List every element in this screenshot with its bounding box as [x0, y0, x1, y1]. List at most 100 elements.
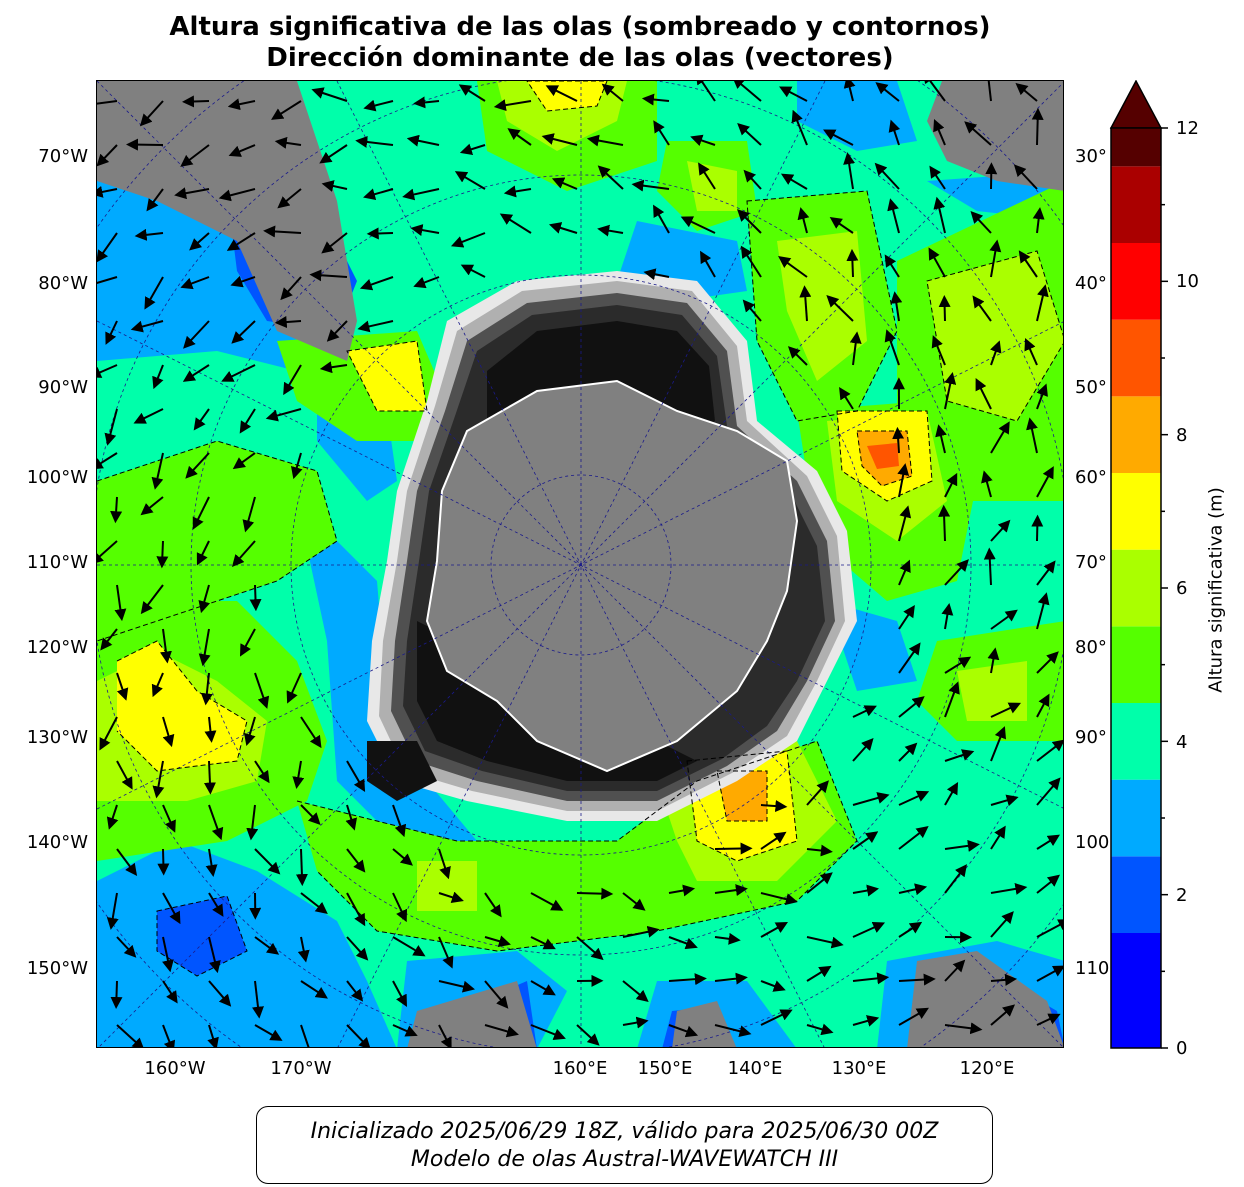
wave-vector-arrow	[392, 980, 407, 1008]
wave-vector-arrow	[695, 81, 716, 102]
wave-vector-arrow	[130, 320, 164, 333]
wave-vector-arrow	[530, 936, 556, 950]
lon-label-right: 50°	[1075, 377, 1107, 398]
colorbar-tick-label: 0	[1176, 1038, 1188, 1059]
colorbar-segment	[1111, 856, 1161, 933]
wave-vector-arrow	[990, 421, 1010, 454]
wave-vector-arrow	[392, 848, 413, 866]
wave-vector-arrow	[97, 100, 118, 105]
wave-vector-arrow	[990, 726, 1007, 762]
wave-vector-arrow	[576, 936, 604, 961]
wave-vector-arrow	[319, 144, 348, 164]
wave-vector-arrow	[1036, 965, 1063, 982]
wave-vector-arrow	[622, 1016, 649, 1029]
wave-vector-arrow	[185, 452, 210, 479]
wave-vector-arrow	[274, 316, 302, 329]
wave-vector-arrow	[1036, 560, 1056, 586]
wave-vector-arrow	[493, 99, 532, 112]
lon-label-right: 80°	[1075, 637, 1107, 658]
wave-vector-arrow	[989, 239, 1002, 278]
wave-vector-arrow	[200, 672, 213, 706]
wave-vector-arrow	[1036, 834, 1060, 850]
lon-label-bottom: 170°W	[270, 1058, 332, 1079]
colorbar-segment	[1111, 933, 1161, 1048]
wave-vector-arrow	[295, 848, 308, 887]
wave-vector-arrow	[791, 109, 808, 146]
wave-vector-arrow	[402, 188, 440, 201]
wave-vector-arrow	[208, 936, 221, 974]
wave-vector-arrow	[244, 716, 256, 747]
wave-vector-arrow	[806, 844, 833, 857]
wave-vector-arrow	[898, 883, 928, 896]
wave-vector-arrow	[933, 196, 946, 234]
wave-vector-arrow	[622, 892, 646, 911]
wave-vector-arrow	[162, 716, 175, 748]
wave-vector-arrow	[799, 285, 812, 322]
wave-vector-arrow	[484, 892, 502, 918]
wave-vector-arrow	[346, 892, 366, 927]
colorbar-tick-label: 2	[1176, 885, 1188, 906]
wave-vector-arrow	[983, 547, 996, 586]
wave-vector-arrow	[944, 681, 960, 718]
map-canvas	[97, 81, 1063, 1047]
wave-vector-arrow	[1031, 514, 1044, 542]
wave-vector-arrow	[641, 93, 670, 106]
wave-vector-arrow	[321, 232, 348, 254]
wave-vector-arrow	[133, 408, 164, 424]
colorbar-segment	[1111, 626, 1161, 703]
wave-vector-arrow	[1031, 107, 1044, 146]
wave-vector-arrow	[714, 1024, 752, 1038]
wave-vector-arrow	[964, 121, 992, 146]
wave-vector-arrow	[843, 81, 856, 102]
wave-vector-arrow	[116, 672, 129, 701]
wave-vector-arrow	[392, 892, 408, 923]
wave-vector-arrow	[898, 973, 936, 986]
wave-vector-arrow	[852, 738, 874, 762]
wave-vector-arrow	[944, 472, 958, 498]
wave-vector-arrow	[944, 656, 972, 674]
wave-vector-arrow	[780, 173, 808, 190]
wave-vector-arrow	[232, 452, 256, 470]
wave-vector-arrow	[254, 848, 281, 875]
wave-vector-arrow	[643, 268, 670, 281]
wave-vector-arrow	[116, 1024, 145, 1047]
wave-vector-arrow	[355, 135, 394, 148]
wave-vector-arrow	[826, 295, 854, 322]
wave-vector-arrow	[852, 705, 877, 718]
wave-vector-arrow	[690, 134, 716, 147]
wave-vector-arrow	[884, 254, 900, 278]
wave-vector-arrow	[1024, 338, 1038, 366]
colorbar-segment	[1111, 166, 1161, 243]
wave-vector-arrow	[938, 295, 951, 322]
wave-vector-arrow	[933, 119, 946, 146]
wave-vector-arrow	[484, 1024, 519, 1038]
wave-vector-arrow	[898, 825, 929, 850]
wave-vector-arrow	[97, 452, 118, 470]
wave-vector-arrow	[1036, 777, 1061, 806]
chart-title-line-2: Dirección dominante de las olas (vectore…	[266, 43, 894, 73]
wave-vector-arrow	[254, 760, 270, 784]
run-info-line-2: Modelo de olas Austral-WAVEWATCH III	[410, 1147, 839, 1172]
colorbar-tick-label: 8	[1176, 425, 1188, 446]
wave-vector-arrow	[852, 972, 890, 985]
wave-vector-arrow	[346, 848, 366, 873]
wave-vector-arrow	[438, 848, 451, 880]
wave-height-contours	[97, 81, 1063, 977]
wave-vector-arrow	[363, 99, 394, 112]
wave-vector-arrow	[438, 980, 475, 993]
wave-vector-arrow	[249, 584, 262, 612]
wave-vector-arrow	[208, 980, 232, 1007]
wave-vector-arrow	[1032, 207, 1045, 234]
wave-vector-arrow	[929, 165, 946, 190]
wave-vector-arrow	[162, 1024, 176, 1047]
wave-vector-arrow	[189, 232, 210, 251]
wave-vector-arrow	[806, 780, 829, 806]
wave-vector-arrow	[970, 210, 992, 234]
lon-label-right: 30°	[1075, 146, 1107, 167]
wave-vector-arrow	[180, 144, 210, 167]
wave-vector-arrow	[265, 408, 302, 422]
wave-vector-arrow	[760, 831, 787, 850]
wave-vector-arrow	[204, 716, 217, 743]
wave-vector-arrow	[359, 276, 394, 291]
wave-vector-arrow	[151, 452, 164, 490]
